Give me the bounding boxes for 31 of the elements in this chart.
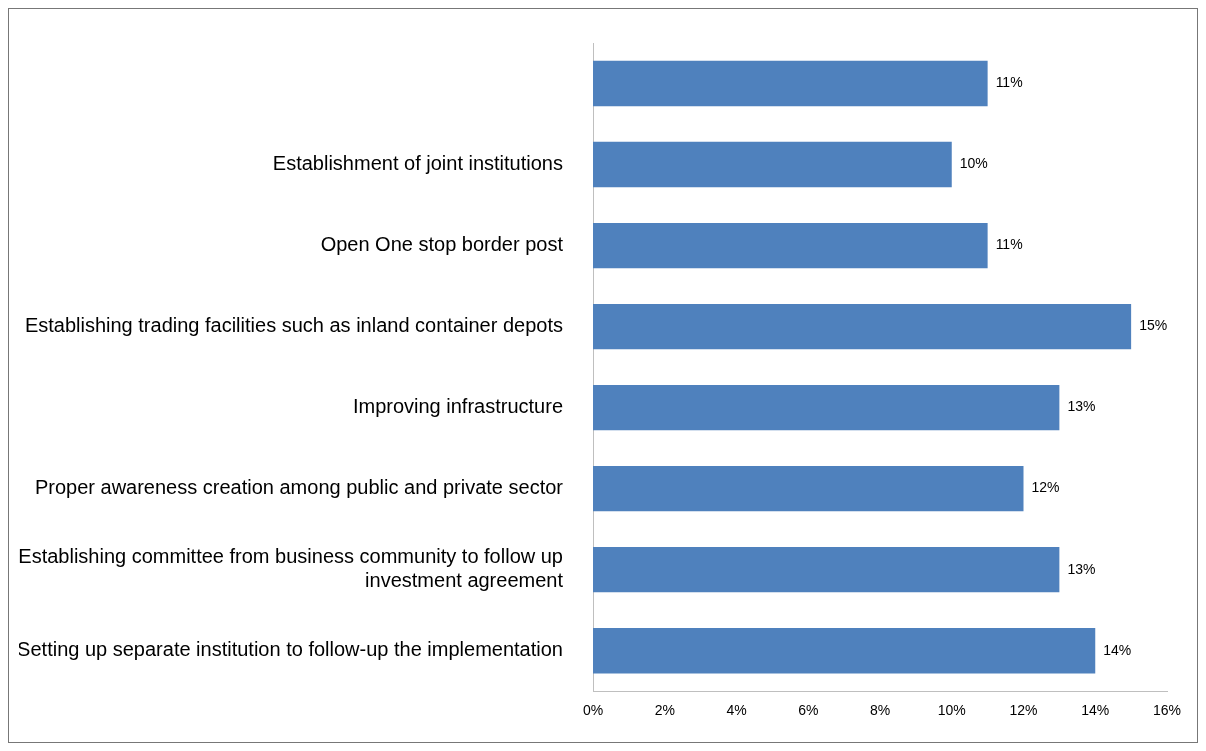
y-tick-label: Improving infrastructure — [352, 395, 563, 418]
bar — [593, 384, 1060, 431]
x-tick-label: 12% — [1009, 702, 1038, 719]
data-label: 15% — [1139, 317, 1168, 334]
data-label: 13% — [1067, 398, 1096, 415]
x-tick-label: 14% — [1081, 702, 1110, 719]
bar — [593, 546, 1060, 593]
bar — [593, 141, 952, 188]
data-label: 14% — [1103, 641, 1132, 658]
y-tick-label: Establishing trading facilities such as inland container depots — [24, 314, 563, 337]
bar — [593, 303, 1132, 350]
data-label: 13% — [1067, 560, 1096, 577]
data-label: 12% — [1031, 479, 1060, 496]
y-tick-label: Proper awareness creation among public and private sector — [34, 476, 564, 499]
data-label: 10% — [959, 155, 988, 172]
x-tick-label: 16% — [1152, 702, 1182, 719]
bar — [593, 628, 1096, 674]
x-tick-label: 6% — [798, 702, 819, 719]
bar — [593, 222, 988, 269]
y-tick-label: Establishing committee from business community to follow up investment agreement — [18, 545, 564, 592]
x-tick-label: 8% — [869, 702, 891, 719]
y-tick-label: Establishment of joint institutions — [272, 152, 563, 175]
x-tick-label: 0% — [582, 702, 604, 719]
bar — [593, 60, 988, 107]
x-tick-label: 4% — [726, 702, 747, 719]
y-tick-label: Open One stop border post — [320, 233, 564, 256]
x-tick-label: 2% — [654, 702, 675, 719]
bar — [593, 465, 1024, 512]
data-label: 11% — [995, 236, 1023, 253]
data-label: 11% — [995, 74, 1023, 91]
x-tick-label: 10% — [937, 702, 966, 719]
